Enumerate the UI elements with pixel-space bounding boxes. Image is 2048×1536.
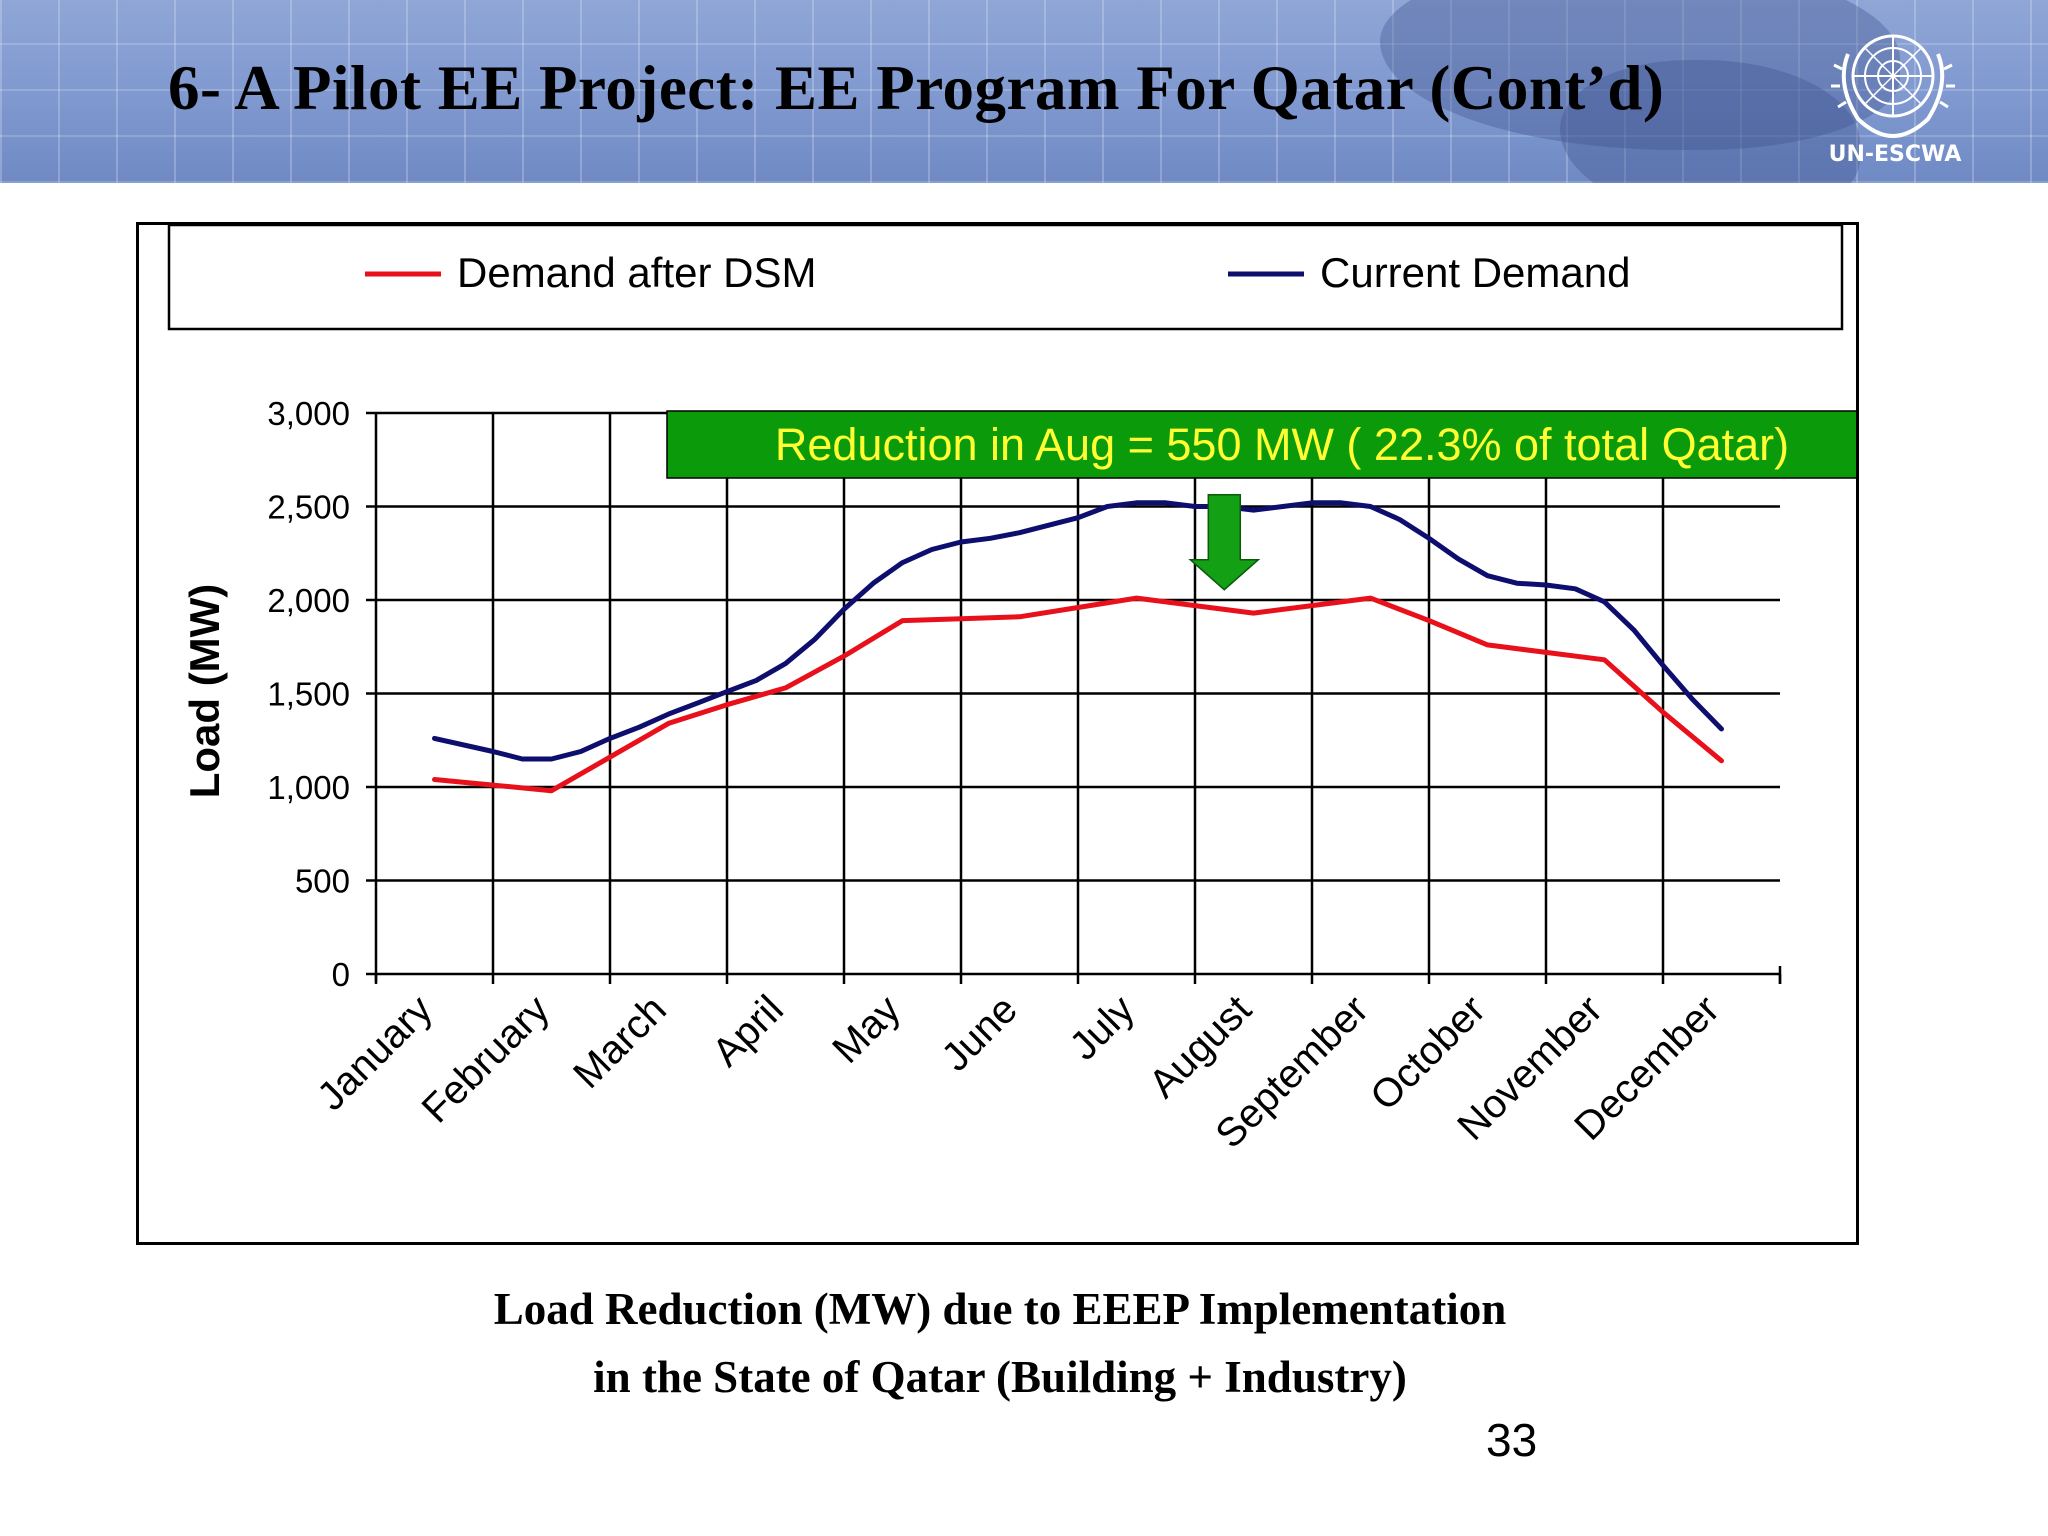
y-tick-labels: 0 500 1,000 1,500 2,000 2,500 3,000	[267, 395, 350, 993]
x-tick-label: April	[704, 987, 792, 1075]
y-tick-label: 2,500	[267, 489, 350, 526]
series-line-demand-after-dsm	[432, 595, 1724, 794]
x-tick-label: August	[1141, 987, 1260, 1106]
x-tick-label: July	[1061, 987, 1142, 1068]
y-tick-label: 500	[295, 863, 350, 900]
annotation-text: Reduction in Aug = 550 MW ( 22.3% of tot…	[775, 419, 1789, 470]
un-emblem-icon	[1831, 34, 1955, 138]
x-tick-label: June	[933, 987, 1025, 1079]
x-tick-label: February	[414, 987, 558, 1131]
y-tick-label: 1,500	[267, 676, 350, 713]
y-tick-label: 3,000	[267, 395, 350, 432]
legend-label-current-demand: Current Demand	[1320, 249, 1630, 296]
line-chart: Demand after DSM Current Demand 0 500 1,00…	[167, 225, 1856, 1157]
series-line-current-demand	[432, 500, 1724, 762]
annotations: Reduction in Aug = 550 MW ( 22.3% of tot…	[666, 410, 1856, 591]
annotation-box	[666, 410, 1856, 479]
org-name: UN-ESCWA	[1828, 142, 1962, 167]
x-tick-label: March	[565, 987, 675, 1097]
chart-frame: Demand after DSM Current Demand 0 500 1,00…	[136, 222, 1859, 1245]
axes	[366, 411, 1782, 984]
slide-header: 6- A Pilot EE Project: EE Program For Qa…	[0, 0, 2048, 183]
slide-title: 6- A Pilot EE Project: EE Program For Qa…	[168, 53, 1665, 123]
y-tick-label: 0	[332, 956, 350, 993]
legend: Demand after DSM Current Demand	[167, 225, 1844, 331]
y-tick-label: 1,000	[267, 769, 350, 806]
series-lines	[432, 500, 1724, 794]
y-tick-label: 2,000	[267, 582, 350, 619]
legend-label-demand-after-dsm: Demand after DSM	[457, 249, 816, 296]
caption-line-2: in the State of Qatar (Building + Indust…	[593, 1352, 1407, 1402]
slide-number: 33	[1486, 1414, 1538, 1466]
legend-box	[167, 225, 1844, 331]
grid-lines	[376, 411, 1780, 974]
y-axis-label: Load (MW)	[181, 584, 228, 799]
header-grid-pattern	[0, 0, 2048, 183]
x-tick-label: May	[824, 987, 909, 1072]
down-arrow-icon	[1188, 494, 1261, 591]
caption-line-1: Load Reduction (MW) due to EEEP Implemen…	[493, 1284, 1507, 1334]
chart-caption: Load Reduction (MW) due to EEEP Implemen…	[0, 1275, 2000, 1411]
